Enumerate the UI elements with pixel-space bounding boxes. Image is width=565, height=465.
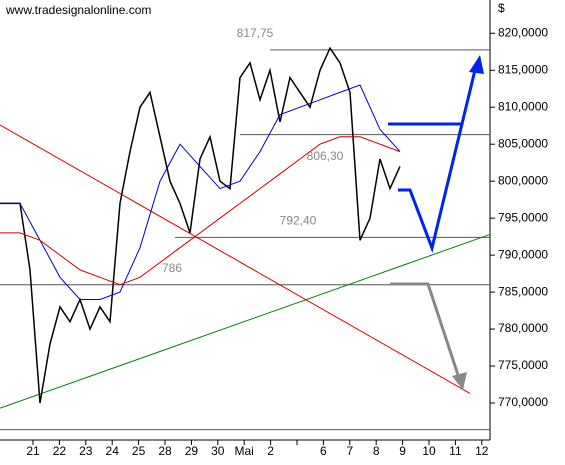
y-tick-label: 785,0000: [498, 284, 548, 298]
x-tick-label: 6: [320, 444, 327, 458]
level-label: 817,75: [237, 26, 274, 40]
blue-arrowhead: [469, 55, 484, 74]
x-tick-label: 30: [211, 444, 225, 458]
watermark: www.tradesignalonline.com: [5, 3, 151, 17]
x-tick-label: 22: [53, 444, 67, 458]
moving-average: [0, 84, 401, 300]
y-tick-label: 800,0000: [498, 173, 548, 187]
x-tick-label: 23: [79, 444, 93, 458]
level-label: 792,40: [280, 214, 317, 228]
x-tick-label: 25: [132, 444, 146, 458]
trendline: [0, 233, 491, 409]
y-tick-label: 770,0000: [498, 395, 548, 409]
x-tick-label: 24: [106, 444, 120, 458]
x-tick-label: 10: [422, 444, 436, 458]
gray-arrow: [390, 282, 460, 376]
annotations: [388, 55, 484, 390]
price-line: [0, 46, 401, 404]
x-tick-label: 28: [158, 444, 172, 458]
y-tick-label: 810,0000: [498, 99, 548, 113]
y-tick-label: 815,0000: [498, 62, 548, 76]
y-tick-label: 775,0000: [498, 358, 548, 372]
level-label: 806,30: [307, 149, 344, 163]
x-tick-label: 11: [449, 444, 462, 458]
x-tick-label: 12: [475, 444, 489, 458]
blue-arrow: [398, 69, 477, 254]
currency: $: [498, 1, 505, 15]
x-tick-label: 9: [399, 444, 406, 458]
gray-arrowhead: [452, 372, 467, 390]
y-tick-label: 790,0000: [498, 247, 548, 261]
moving-average: [0, 136, 401, 286]
y-tick-label: 805,0000: [498, 136, 548, 150]
x-tick-label: Mai: [235, 444, 254, 458]
x-tick-label: 2: [267, 444, 274, 458]
y-tick-label: 795,0000: [498, 210, 548, 224]
x-tick-label: 7: [346, 444, 353, 458]
y-tick-label: 780,0000: [498, 321, 548, 335]
y-tick-label: 820,0000: [498, 25, 548, 39]
x-tick-label: 29: [185, 444, 199, 458]
level-label: 786: [162, 261, 182, 275]
trendline: [0, 124, 471, 394]
x-tick-label: 21: [26, 444, 40, 458]
x-tick-label: 8: [373, 444, 380, 458]
